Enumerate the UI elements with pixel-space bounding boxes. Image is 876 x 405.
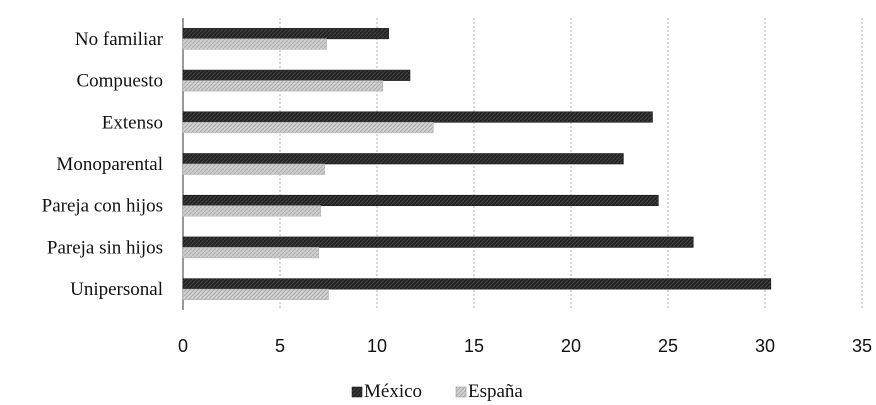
bar-espana-extenso — [182, 121, 434, 134]
legend: México España — [351, 381, 523, 402]
legend-swatch-mexico — [351, 386, 363, 398]
bar-espana-no-familiar — [182, 38, 327, 50]
x-tick-labels: 0 5 10 15 20 25 30 35 — [178, 336, 872, 356]
x-tick-10: 10 — [367, 336, 387, 356]
legend-label-mexico: México — [364, 381, 422, 402]
bar-espana-monoparental — [182, 163, 325, 175]
bars — [182, 28, 772, 300]
bar-mexico-no-familiar — [182, 28, 389, 40]
category-label-pareja-con-hijos: Pareja con hijos — [42, 196, 163, 217]
bar-espana-pareja-con-hijos — [182, 205, 322, 217]
x-tick-30: 30 — [755, 336, 775, 356]
category-label-no-familiar: No familiar — [75, 29, 164, 50]
category-label-compuesto: Compuesto — [76, 71, 163, 92]
bar-mexico-pareja-con-hijos — [182, 194, 659, 207]
x-tick-20: 20 — [561, 336, 581, 356]
x-tick-0: 0 — [178, 336, 188, 356]
category-label-monoparental: Monoparental — [56, 154, 163, 175]
x-tick-15: 15 — [464, 336, 484, 356]
bar-mexico-pareja-sin-hijos — [182, 236, 694, 248]
category-label-unipersonal: Unipersonal — [70, 279, 163, 300]
legend-label-espana: España — [468, 381, 523, 402]
bar-mexico-extenso — [182, 111, 653, 123]
category-labels: No familiar Compuesto Extenso Monoparental P… — [42, 29, 164, 300]
x-tick-5: 5 — [275, 336, 285, 356]
bar-espana-pareja-sin-hijos — [182, 247, 320, 259]
category-label-extenso: Extenso — [102, 112, 163, 133]
bar-mexico-monoparental — [182, 153, 624, 165]
legend-swatch-espana — [455, 386, 467, 398]
bar-mexico-unipersonal — [182, 278, 772, 290]
x-tick-25: 25 — [658, 336, 678, 356]
bar-mexico-compuesto — [182, 69, 411, 81]
bar-espana-unipersonal — [182, 288, 329, 300]
x-tick-35: 35 — [852, 336, 872, 356]
bar-espana-compuesto — [182, 80, 384, 92]
category-label-pareja-sin-hijos: Pareja sin hijos — [47, 237, 163, 258]
